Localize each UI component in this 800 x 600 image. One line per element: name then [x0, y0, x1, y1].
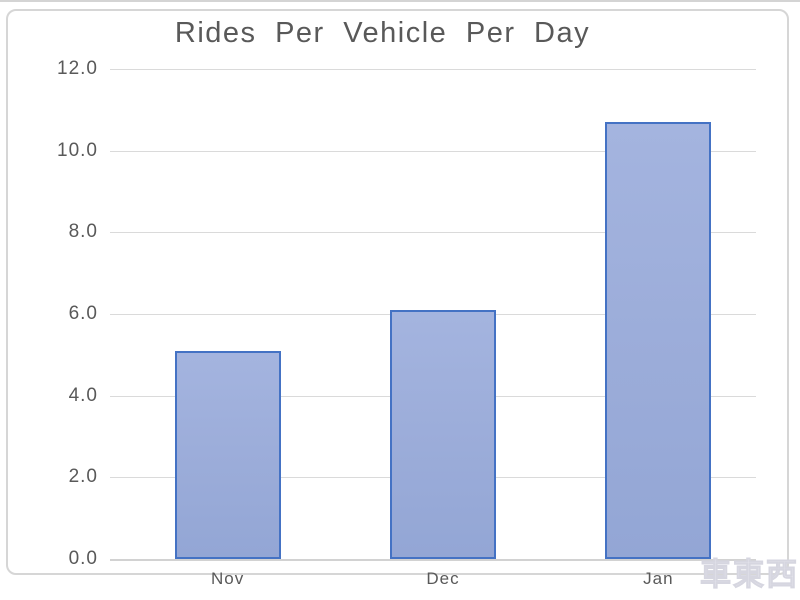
y-tick-label-0.0: 0.0 — [68, 548, 98, 569]
x-tick-label-jan: Jan — [643, 569, 674, 588]
y-tick-label-4.0: 4.0 — [68, 384, 98, 406]
screen-top-edge — [0, 0, 800, 2]
bar-dec — [390, 309, 496, 559]
x-tick-label-dec: Dec — [426, 569, 460, 588]
y-tick-label-6.0: 6.0 — [68, 303, 98, 324]
bars-layer — [120, 69, 766, 559]
gridline-y-12.0 — [110, 69, 756, 70]
chart-title: Rides Per Vehicle Per Day — [174, 17, 591, 49]
bar-jan — [605, 122, 712, 559]
chart-frame: Rides Per Vehicle Per Day 12.0 10.0 8.0 6.0… — [6, 9, 789, 588]
y-tick-label-12.0: 12.0 — [57, 58, 98, 79]
x-axis: Nov Dec Jan — [110, 567, 756, 593]
y-tick-label-2.0: 2.0 — [68, 466, 98, 488]
gridline-y-8.0 — [110, 232, 756, 234]
bar-nov — [174, 350, 281, 559]
y-axis: 12.0 10.0 8.0 6.0 4.0 2.0 0.0 — [8, 58, 98, 569]
y-tick-label-10.0: 10.0 — [57, 139, 98, 161]
plot-area — [110, 69, 756, 561]
x-tick-label-nov: Nov — [211, 569, 245, 588]
y-tick-label-8.0: 8.0 — [68, 221, 98, 243]
gridline-y-10.0 — [110, 150, 756, 152]
